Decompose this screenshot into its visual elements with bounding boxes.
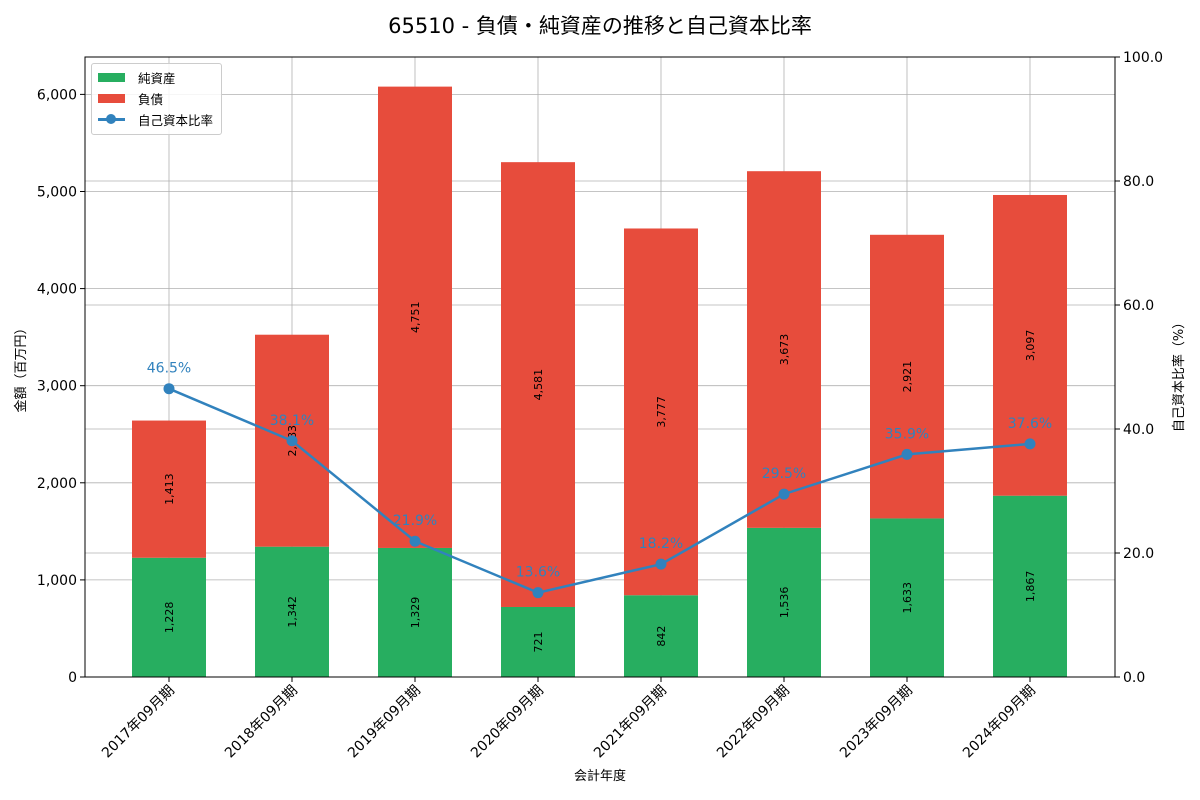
equity-ratio-marker xyxy=(1024,438,1036,450)
bar-net-assets xyxy=(747,527,821,677)
x-tick-label: 2020年09月期 xyxy=(468,683,547,762)
x-tick-label: 2021年09月期 xyxy=(591,683,670,762)
bar-liabilities xyxy=(378,86,452,548)
right-tick-label: 80.0 xyxy=(1123,174,1154,190)
equity-ratio-value-label: 21.9% xyxy=(393,513,437,529)
liabilities-swatch xyxy=(98,94,125,103)
left-tick-label: 4,000 xyxy=(37,282,77,298)
equity-ratio-marker xyxy=(901,448,913,460)
bar-liabilities xyxy=(624,228,698,596)
liabilities-value-label: 1,413 xyxy=(163,473,176,505)
x-tick-label: 2018年09月期 xyxy=(222,683,301,762)
equity-ratio-value-label: 29.5% xyxy=(762,466,806,482)
right-axis-title: 自己資本比率（%） xyxy=(1171,316,1187,432)
bar-net-assets xyxy=(501,606,575,677)
liabilities-value-label: 3,673 xyxy=(778,334,791,366)
right-tick-label: 100.0 xyxy=(1123,50,1163,66)
x-axis: 2017年09月期 2018年09月期 2019年09月期 2020年09月期 2021… xyxy=(99,677,1039,761)
net-assets-value-label: 1,536 xyxy=(778,587,791,619)
liabilities-value-label: 4,751 xyxy=(409,302,422,334)
legend-label-equity-ratio: 自己資本比率 xyxy=(138,113,214,128)
net-assets-value-label: 1,633 xyxy=(901,582,914,614)
liabilities-value-label: 2,921 xyxy=(901,361,914,393)
left-tick-label: 0 xyxy=(68,670,77,686)
net-assets-swatch xyxy=(98,73,125,82)
legend-label-liabilities: 負債 xyxy=(138,92,164,107)
bar-net-assets xyxy=(132,557,206,677)
bar-liabilities xyxy=(747,171,821,528)
equity-ratio-marker xyxy=(286,435,298,447)
x-tick-label: 2024年09月期 xyxy=(960,683,1039,762)
legend-item-liabilities: 負債 xyxy=(98,88,213,109)
equity-ratio-marker xyxy=(409,535,421,547)
equity-ratio-value-label: 38.1% xyxy=(270,413,314,429)
bar-liabilities xyxy=(501,162,575,607)
left-tick-label: 6,000 xyxy=(37,87,77,103)
net-assets-value-label: 1,342 xyxy=(286,596,299,628)
bar-net-assets xyxy=(624,595,698,677)
x-tick-label: 2023年09月期 xyxy=(837,683,916,762)
x-tick-label: 2017年09月期 xyxy=(99,683,178,762)
liabilities-value-label: 3,777 xyxy=(655,396,668,428)
net-assets-value-label: 1,329 xyxy=(409,597,422,629)
legend: 純資産 負債 自己資本比率 xyxy=(91,63,223,135)
x-tick-label: 2019年09月期 xyxy=(345,683,424,762)
x-tick-label: 2022年09月期 xyxy=(714,683,793,762)
left-y-axis: 0 1,000 2,000 3,000 4,000 5,000 6,000 xyxy=(37,87,85,686)
bar-net-assets xyxy=(378,547,452,677)
equity-ratio-value-label: 13.6% xyxy=(516,565,560,581)
line-marker-icon xyxy=(98,114,125,124)
left-tick-label: 3,000 xyxy=(37,379,77,395)
legend-item-equity-ratio: 自己資本比率 xyxy=(98,109,213,130)
bar-series xyxy=(132,86,1067,677)
equity-ratio-line: 46.5% 38.1% 21.9% 13.6% 18.2% 29.5% 35.9% 37.6% xyxy=(147,361,1052,599)
bar-net-assets xyxy=(255,546,329,677)
bar-value-labels: 1,2281,4131,3422,1831,3294,7517214,58184… xyxy=(163,302,1037,653)
plot-frame xyxy=(84,56,1116,678)
legend-label-net-assets: 純資産 xyxy=(138,71,176,86)
left-tick-label: 2,000 xyxy=(37,476,77,492)
bar-liabilities xyxy=(132,420,206,558)
equity-ratio-value-label: 18.2% xyxy=(639,536,683,552)
liabilities-value-label: 3,097 xyxy=(1024,330,1037,362)
equity-ratio-polyline xyxy=(168,387,1031,594)
net-assets-value-label: 721 xyxy=(532,631,545,652)
bar-liabilities xyxy=(870,234,944,519)
right-tick-label: 60.0 xyxy=(1123,298,1154,314)
left-tick-label: 1,000 xyxy=(37,573,77,589)
equity-ratio-marker xyxy=(532,587,544,599)
bar-net-assets xyxy=(870,518,944,677)
net-assets-value-label: 1,867 xyxy=(1024,571,1037,603)
equity-ratio-value-label: 37.6% xyxy=(1008,416,1052,432)
bar-net-assets xyxy=(993,495,1067,677)
equity-ratio-marker xyxy=(163,383,175,395)
net-assets-value-label: 1,228 xyxy=(163,602,176,634)
x-axis-title: 会計年度 xyxy=(574,768,626,784)
left-axis-title: 金額（百万円） xyxy=(13,321,29,412)
equity-ratio-marker xyxy=(778,488,790,500)
right-tick-label: 20.0 xyxy=(1123,546,1154,562)
equity-ratio-value-label: 35.9% xyxy=(885,426,929,442)
equity-ratio-value-label: 46.5% xyxy=(147,361,191,377)
right-tick-label: 0.0 xyxy=(1123,670,1145,686)
equity-ratio-marker xyxy=(655,558,667,570)
legend-item-net-assets: 純資産 xyxy=(98,67,213,88)
net-assets-value-label: 842 xyxy=(655,626,668,647)
grid-lines xyxy=(85,56,1115,678)
left-tick-label: 5,000 xyxy=(37,184,77,200)
liabilities-value-label: 4,581 xyxy=(532,369,545,401)
chart-title: 65510 - 負債・純資産の推移と自己資本比率 xyxy=(388,14,812,38)
right-tick-label: 40.0 xyxy=(1123,422,1154,438)
right-y-axis: 0.0 20.0 40.0 60.0 80.0 100.0 xyxy=(1115,50,1163,686)
